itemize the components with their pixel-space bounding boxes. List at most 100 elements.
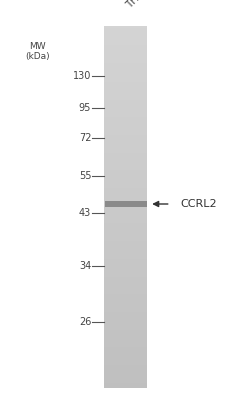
Bar	[104, 295, 147, 296]
Bar	[104, 52, 147, 54]
Bar	[104, 181, 147, 183]
Bar	[104, 180, 147, 182]
Bar	[104, 282, 147, 283]
Bar	[104, 117, 147, 119]
Bar	[104, 364, 147, 365]
Bar	[104, 30, 147, 32]
Bar	[104, 92, 147, 94]
Bar	[104, 346, 147, 348]
Bar	[104, 155, 147, 156]
Bar	[104, 197, 147, 198]
Bar	[104, 68, 147, 70]
Bar	[104, 143, 147, 144]
Bar	[104, 336, 147, 337]
Bar	[104, 331, 147, 332]
Bar	[104, 202, 147, 203]
Bar	[104, 236, 147, 237]
Bar	[104, 190, 147, 191]
Bar	[104, 213, 147, 214]
Bar	[104, 26, 147, 27]
Bar	[104, 172, 147, 173]
Text: 130: 130	[73, 71, 91, 81]
Bar	[104, 337, 147, 338]
Bar	[104, 372, 147, 374]
Bar	[104, 300, 147, 301]
Bar	[104, 254, 147, 255]
Bar	[104, 139, 147, 141]
Bar	[104, 93, 147, 95]
Bar	[104, 130, 147, 132]
Bar	[104, 51, 147, 52]
Bar	[104, 270, 147, 272]
Bar	[104, 290, 147, 292]
Bar	[104, 152, 147, 154]
Bar	[104, 276, 147, 278]
Text: CCRL2: CCRL2	[180, 199, 217, 209]
Bar	[104, 123, 147, 125]
Bar	[104, 48, 147, 50]
Bar	[104, 368, 147, 370]
Bar	[104, 274, 147, 276]
Bar	[104, 46, 147, 48]
Bar	[104, 316, 147, 318]
Bar	[104, 145, 147, 147]
Bar	[104, 301, 147, 302]
Bar	[104, 376, 147, 377]
Bar	[104, 231, 147, 232]
Bar	[104, 110, 147, 112]
Bar	[104, 321, 147, 323]
Bar	[104, 50, 147, 51]
Bar	[104, 245, 147, 247]
Bar	[104, 42, 147, 44]
Bar	[104, 303, 147, 305]
Bar	[104, 272, 147, 273]
Bar	[104, 269, 147, 271]
Text: MW
(kDa): MW (kDa)	[26, 42, 50, 61]
Bar	[104, 191, 147, 192]
Bar	[104, 332, 147, 334]
Bar	[104, 87, 147, 89]
Bar	[104, 90, 147, 91]
Bar	[104, 325, 147, 326]
Bar	[104, 114, 147, 115]
Bar	[104, 58, 147, 60]
Bar	[104, 350, 147, 352]
Bar	[104, 304, 147, 306]
Bar	[104, 246, 147, 248]
Bar	[104, 192, 147, 194]
Bar	[104, 103, 147, 104]
Bar	[104, 86, 147, 88]
Bar	[104, 132, 147, 133]
Bar	[104, 105, 147, 107]
Bar	[104, 124, 147, 126]
Bar	[104, 162, 147, 164]
Bar	[104, 260, 147, 261]
Bar	[104, 324, 147, 325]
Bar	[104, 320, 147, 322]
Bar	[104, 386, 147, 388]
Bar	[104, 102, 147, 103]
Bar	[104, 378, 147, 380]
Bar	[104, 338, 147, 340]
Bar	[104, 170, 147, 172]
Bar	[104, 138, 147, 140]
Bar	[104, 47, 147, 49]
Bar	[104, 256, 147, 258]
Bar	[104, 188, 147, 190]
Bar	[104, 154, 147, 155]
Bar	[104, 120, 147, 121]
Bar	[104, 168, 147, 170]
Bar	[104, 291, 147, 293]
Bar	[104, 166, 147, 167]
Bar	[104, 273, 147, 274]
Bar	[104, 349, 147, 350]
Bar	[104, 38, 147, 39]
Bar	[104, 361, 147, 363]
Bar	[104, 319, 147, 320]
Bar	[104, 210, 147, 212]
Bar	[104, 214, 147, 216]
Bar	[104, 308, 147, 310]
Bar	[104, 116, 147, 118]
Bar	[104, 72, 147, 73]
Bar	[104, 98, 147, 100]
